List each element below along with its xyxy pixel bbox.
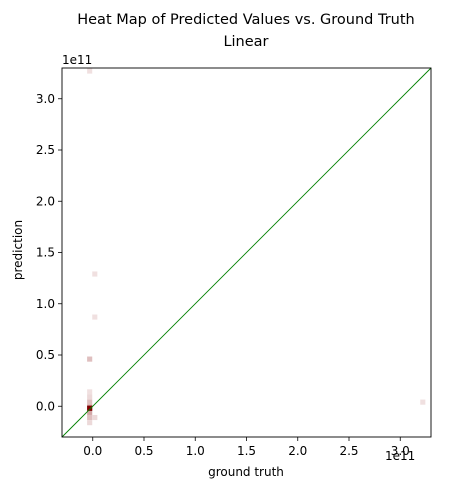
x-tick-label: 2.5 bbox=[339, 444, 358, 458]
x-tick-label: 1.5 bbox=[237, 444, 256, 458]
x-tick-label: 1.0 bbox=[186, 444, 205, 458]
heatmap-cell bbox=[87, 409, 93, 415]
heatmap-cell bbox=[92, 414, 98, 421]
y-axis-offset-label: 1e11 bbox=[62, 53, 92, 67]
identity-reference-line bbox=[61, 67, 432, 438]
heatmap-cell bbox=[87, 414, 93, 421]
heatmap-cell bbox=[92, 314, 98, 320]
y-tick-label: 0.5 bbox=[36, 348, 55, 362]
x-tick-label: 0.5 bbox=[134, 444, 153, 458]
heatmap-cell bbox=[87, 420, 93, 426]
chart-title: Heat Map of Predicted Values vs. Ground … bbox=[77, 12, 415, 28]
y-tick-label: 0.0 bbox=[36, 399, 55, 413]
y-axis-label: prediction bbox=[11, 220, 25, 280]
heatmap-cell bbox=[87, 389, 93, 395]
y-tick-label: 1.0 bbox=[36, 297, 55, 311]
y-tick-label: 2.5 bbox=[36, 143, 55, 157]
y-tick-label: 3.0 bbox=[36, 92, 55, 106]
heatmap-cell bbox=[87, 356, 93, 362]
x-axis-label: ground truth bbox=[208, 465, 284, 479]
y-tick-label: 2.0 bbox=[36, 194, 55, 208]
heatmap-cell bbox=[92, 271, 98, 277]
heatmap-cell bbox=[420, 399, 426, 405]
heatmap-cell bbox=[87, 405, 93, 411]
x-axis-ticks: 0.0 0.5 1.0 1.5 2.0 2.5 3.0 bbox=[83, 437, 410, 458]
x-tick-label: 0.0 bbox=[83, 444, 102, 458]
x-axis-offset-label: 1e11 bbox=[385, 449, 415, 463]
y-tick-label: 1.5 bbox=[36, 246, 55, 260]
chart-subtitle: Linear bbox=[223, 34, 268, 50]
y-axis-ticks: 0.0 0.5 1.0 1.5 2.0 2.5 3.0 bbox=[36, 92, 62, 413]
x-tick-label: 3.0 bbox=[391, 444, 410, 458]
heatmap-cell bbox=[87, 394, 93, 400]
heatmap-cell bbox=[87, 68, 93, 74]
heatmap-cells bbox=[87, 68, 426, 426]
x-tick-label: 2.0 bbox=[288, 444, 307, 458]
heatmap-cell bbox=[87, 399, 93, 405]
